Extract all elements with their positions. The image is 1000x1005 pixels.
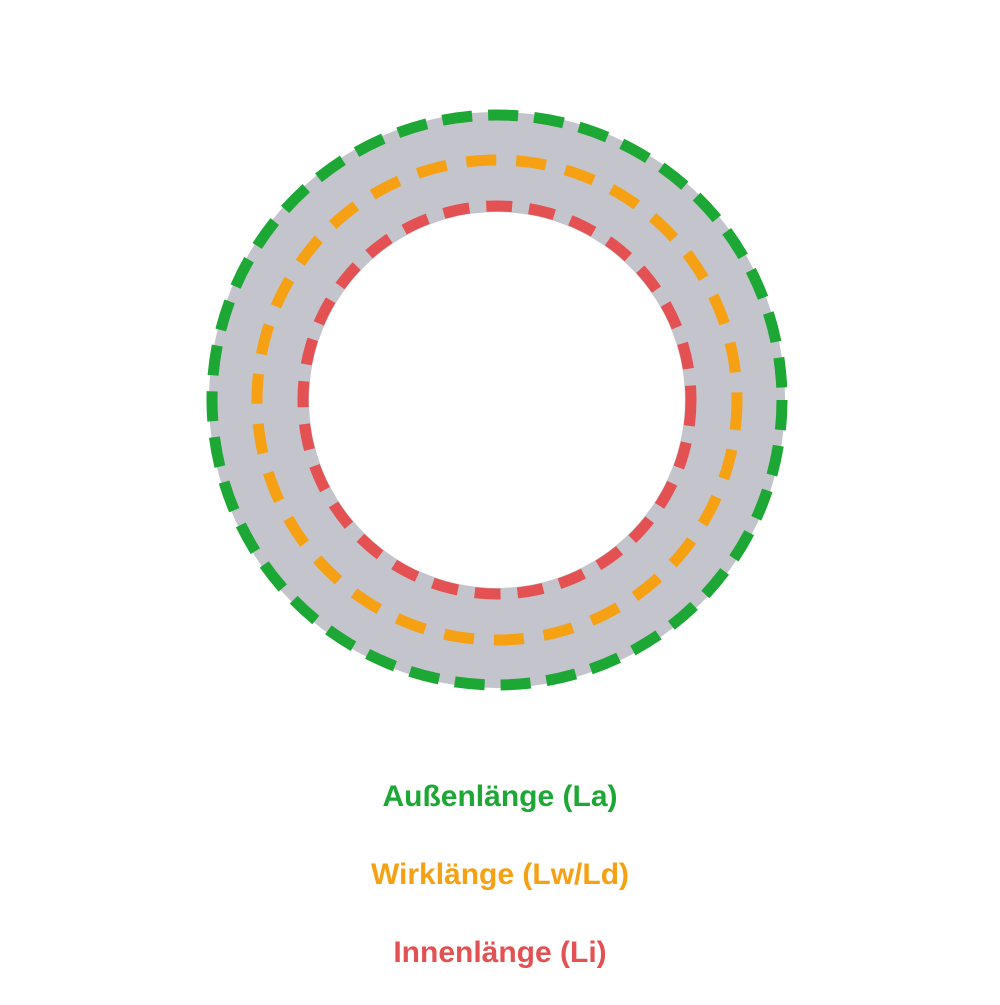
legend: Außenlänge (La) Wirklänge (Lw/Ld) Innenlän… (0, 780, 1000, 969)
legend-inner: Innenlänge (Li) (0, 936, 1000, 969)
belt-length-diagram: { "diagram": { "type": "ring-diagram", "… (0, 0, 1000, 1000)
legend-outer: Außenlänge (La) (0, 780, 1000, 813)
legend-middle: Wirklänge (Lw/Ld) (0, 858, 1000, 891)
